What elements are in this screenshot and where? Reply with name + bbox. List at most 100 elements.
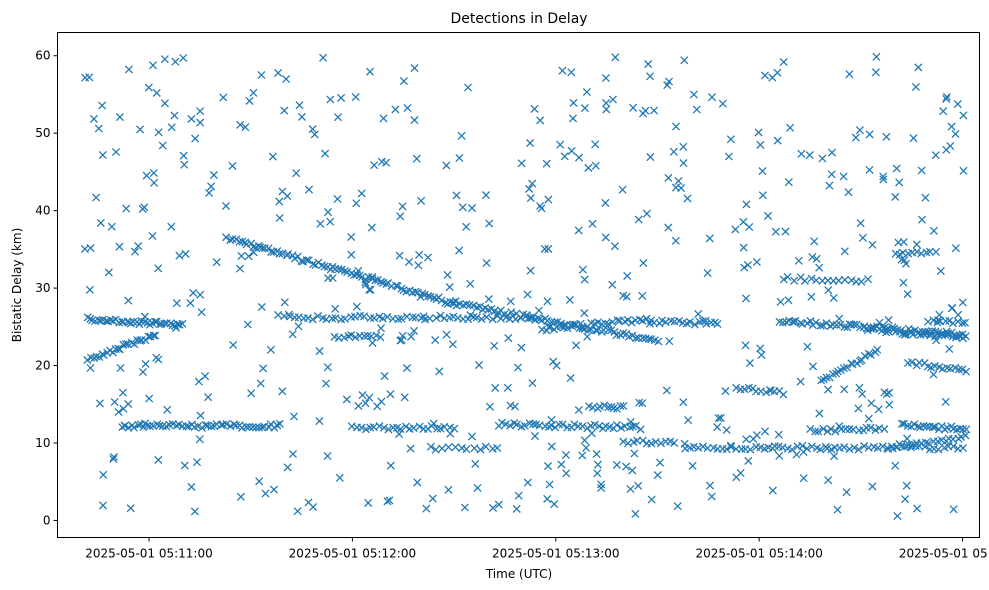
- detection-point: [798, 441, 807, 450]
- detection-point: [462, 445, 471, 454]
- detection-point: [340, 314, 349, 323]
- detection-point: [595, 422, 604, 431]
- detection-point: [580, 436, 589, 445]
- detection-point: [647, 439, 656, 448]
- detection-point: [929, 226, 938, 235]
- detection-point: [379, 423, 389, 432]
- detection-point: [763, 211, 773, 220]
- detection-point: [961, 431, 970, 440]
- detection-point: [222, 420, 231, 429]
- detection-point: [124, 399, 133, 409]
- detection-point: [932, 336, 941, 345]
- detection-point: [398, 331, 407, 340]
- detection-point: [526, 194, 535, 203]
- detection-point: [776, 297, 785, 306]
- detection-point: [481, 442, 490, 451]
- detection-point: [399, 77, 408, 86]
- detection-point: [636, 425, 645, 434]
- detection-point: [471, 459, 480, 468]
- detection-point: [833, 505, 842, 514]
- detection-point: [921, 438, 930, 447]
- detection-point: [882, 132, 891, 141]
- detection-point: [941, 397, 950, 406]
- detection-point: [385, 496, 394, 505]
- detection-point: [567, 146, 576, 155]
- detection-point: [525, 184, 534, 193]
- x-axis-label: Time (UTC): [485, 567, 552, 581]
- detection-point: [256, 379, 265, 388]
- detection-point: [928, 327, 937, 336]
- detection-point: [688, 461, 697, 470]
- detection-point: [221, 233, 231, 242]
- detection-point: [221, 201, 231, 210]
- detection-point: [892, 164, 901, 173]
- detection-point: [361, 278, 370, 287]
- detection-point: [858, 233, 867, 242]
- detection-point: [634, 215, 643, 224]
- detection-point: [368, 338, 377, 347]
- detection-point: [840, 247, 849, 256]
- detection-point: [593, 318, 603, 327]
- detection-point: [149, 168, 158, 178]
- detection-point: [912, 247, 922, 256]
- detection-point: [380, 372, 389, 381]
- detection-point: [292, 169, 301, 178]
- detection-point: [807, 292, 816, 301]
- detection-point: [442, 330, 451, 339]
- detection-point: [563, 324, 572, 333]
- detection-point: [99, 470, 108, 479]
- detection-point: [797, 149, 806, 158]
- detection-point: [591, 161, 600, 170]
- detection-point: [817, 376, 826, 385]
- detection-point: [98, 101, 107, 110]
- detection-point: [807, 442, 816, 451]
- detection-point: [823, 427, 832, 436]
- detection-point: [359, 312, 369, 321]
- detection-point: [419, 312, 428, 321]
- detection-point: [308, 315, 317, 324]
- detection-point: [370, 161, 379, 170]
- detection-point: [120, 421, 129, 430]
- detection-point: [261, 489, 270, 498]
- detection-point: [438, 444, 447, 453]
- detection-point: [642, 209, 651, 218]
- detection-point: [762, 388, 771, 397]
- detection-point: [925, 247, 934, 256]
- detection-point: [822, 373, 831, 382]
- detection-point: [824, 385, 833, 394]
- detection-point: [181, 249, 190, 258]
- detection-point: [535, 315, 544, 324]
- detection-point: [321, 149, 330, 158]
- detection-point: [897, 419, 906, 428]
- detection-point: [713, 423, 722, 432]
- detection-point: [786, 123, 795, 132]
- detection-point: [959, 111, 968, 120]
- detection-point: [377, 157, 386, 166]
- detection-point: [545, 480, 554, 489]
- detection-point: [289, 412, 299, 421]
- detection-point: [656, 439, 666, 448]
- detection-point: [257, 302, 266, 312]
- detection-point: [368, 272, 377, 282]
- detection-point: [638, 316, 647, 325]
- detection-point: [129, 317, 138, 326]
- detection-point: [773, 136, 782, 145]
- detection-point: [379, 114, 388, 123]
- detection-point: [707, 93, 717, 102]
- detection-point: [391, 105, 400, 114]
- detection-point: [778, 318, 787, 327]
- detection-point: [496, 314, 505, 323]
- detection-point: [823, 444, 832, 453]
- detection-point: [958, 318, 967, 328]
- detection-point: [587, 429, 596, 438]
- detection-point: [917, 166, 926, 175]
- detection-point: [323, 363, 332, 372]
- detection-point: [114, 407, 123, 417]
- detection-point: [415, 250, 424, 259]
- detection-point: [528, 379, 537, 388]
- detection-point: [170, 111, 179, 120]
- detection-point: [827, 148, 837, 157]
- detection-point: [859, 323, 868, 332]
- detection-point: [550, 500, 559, 509]
- detection-point: [775, 451, 784, 460]
